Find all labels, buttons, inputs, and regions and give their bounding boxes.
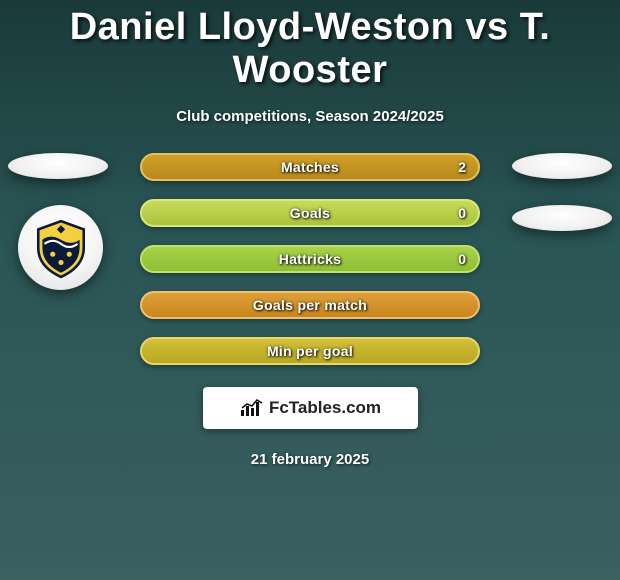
page-title: Daniel Lloyd-Weston vs T. Wooster [0,0,620,92]
stat-row-hattricks: Hattricks 0 [140,245,480,273]
crest-icon [30,217,92,279]
stat-label: Matches [281,159,339,175]
site-logo-text: FcTables.com [269,398,381,418]
stat-row-matches: Matches 2 [140,153,480,181]
club-crest [18,205,103,290]
chart-icon [239,398,265,418]
stat-label: Goals [290,205,330,221]
stat-bars: Matches 2 Goals 0 Hattricks 0 Goals per … [140,153,480,365]
stat-row-goals-per-match: Goals per match [140,291,480,319]
player-placeholder-left-1 [8,153,108,179]
subtitle: Club competitions, Season 2024/2025 [0,108,620,125]
date-stamp: 21 february 2025 [0,451,620,468]
site-logo[interactable]: FcTables.com [203,387,418,429]
stat-label: Goals per match [253,297,367,313]
stat-label: Hattricks [279,251,342,267]
player-placeholder-right-2 [512,205,612,231]
stat-row-goals: Goals 0 [140,199,480,227]
stat-value: 0 [458,251,466,267]
stat-value: 2 [458,159,466,175]
stat-row-min-per-goal: Min per goal [140,337,480,365]
stat-value: 0 [458,205,466,221]
comparison-stage: Matches 2 Goals 0 Hattricks 0 Goals per … [0,153,620,365]
stat-label: Min per goal [267,343,353,359]
player-placeholder-right-1 [512,153,612,179]
